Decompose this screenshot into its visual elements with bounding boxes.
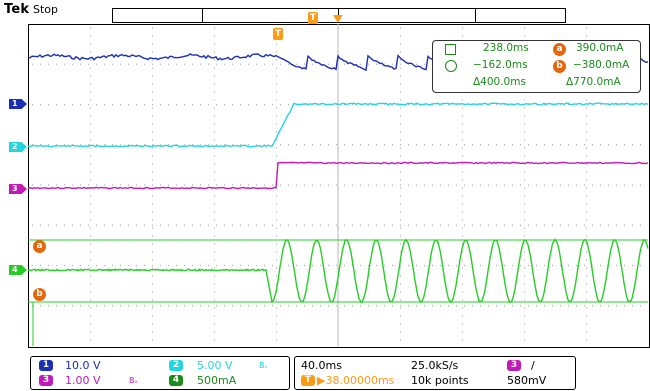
cursor-1-time: 238.0ms — [483, 42, 529, 54]
cursor-a-value: 390.0mA — [576, 42, 624, 54]
trigger-position-value[interactable]: ▶38.00000ms — [317, 374, 395, 387]
channel-1-ground-marker[interactable]: 1 — [9, 99, 27, 109]
timebase-value[interactable]: 40.0ms — [301, 359, 342, 372]
cursor-a-badge: a — [553, 43, 566, 56]
trigger-level-value[interactable]: 580mV — [507, 374, 547, 387]
bandwidth-limit-icon: Bᵥ — [259, 361, 268, 370]
trigger-position-badge: T — [301, 375, 315, 386]
circle-cursor-icon — [445, 60, 457, 72]
cursor-a-marker[interactable]: a — [33, 240, 46, 253]
sample-rate-value: 25.0kS/s — [411, 359, 459, 372]
channel-1-scale[interactable]: 10.0 V — [65, 359, 101, 372]
channel-2-ground-marker[interactable]: 2 — [9, 142, 27, 152]
square-cursor-icon — [445, 44, 456, 55]
channel-4-badge[interactable]: 4 — [169, 375, 183, 386]
record-center-line — [338, 8, 339, 21]
cursor-readout-panel: 238.0ms a 390.0mA −162.0ms b −380.0mA Δ4… — [432, 40, 641, 93]
channel-4-ground-marker[interactable]: 4 — [9, 265, 27, 275]
channel-3-ground-marker[interactable]: 3 — [9, 184, 27, 194]
channel-2-waveform — [27, 102, 649, 148]
acquisition-status[interactable]: Stop — [33, 3, 59, 16]
cursor-2-time: −162.0ms — [473, 59, 528, 71]
brand-logo: Tek — [4, 2, 30, 17]
channel-3-badge[interactable]: 3 — [39, 375, 53, 386]
channel-3-waveform — [27, 161, 649, 190]
trigger-slope-icon[interactable]: / — [531, 359, 535, 372]
channel-2-badge[interactable]: 2 — [169, 360, 183, 371]
channel-4-waveform — [27, 237, 649, 304]
cursor-delta-time: Δ400.0ms — [473, 76, 526, 88]
record-length-value: 10k points — [411, 374, 469, 387]
cursor-b-badge: b — [553, 60, 566, 73]
channel-settings-panel: 1 10.0 V 2 5.00 V Bᵥ 3 1.00 V Bᵥ 4 500mA — [30, 356, 290, 390]
channel-2-scale[interactable]: 5.00 V — [197, 359, 233, 372]
cursor-b-marker[interactable]: b — [33, 288, 46, 301]
trigger-position-marker[interactable]: T — [273, 28, 283, 40]
channel-3-scale[interactable]: 1.00 V — [65, 374, 101, 387]
horizontal-position-caret[interactable] — [333, 15, 343, 23]
record-trigger-marker: T — [308, 12, 318, 24]
trigger-source-badge[interactable]: 3 — [507, 360, 521, 371]
channel-4-scale[interactable]: 500mA — [197, 374, 237, 387]
cursor-b-value: −380.0mA — [573, 59, 630, 71]
bandwidth-limit-icon: Bᵥ — [129, 376, 138, 385]
horizontal-trigger-panel: 40.0ms 25.0kS/s 3 / T ▶38.00000ms 10k po… — [294, 356, 576, 390]
channel-1-badge[interactable]: 1 — [39, 360, 53, 371]
cursor-delta-value: Δ770.0mA — [566, 76, 621, 88]
